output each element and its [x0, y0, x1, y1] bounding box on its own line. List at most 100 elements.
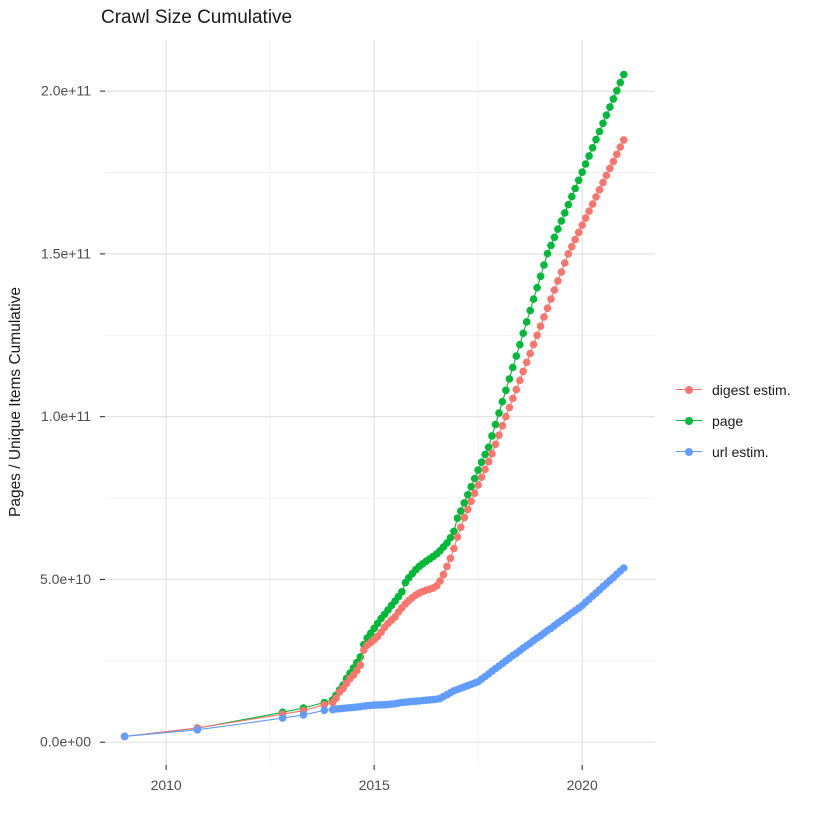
data-point-digest-estim-: [588, 200, 597, 208]
data-point-digest-estim-: [436, 577, 444, 585]
data-point-digest-estim-: [519, 367, 527, 376]
data-point-digest-estim-: [574, 228, 583, 237]
data-point-digest-estim-: [491, 440, 500, 449]
data-point-digest-estim-: [477, 473, 486, 482]
data-point-digest-estim-: [585, 207, 593, 215]
data-point-digest-estim-: [540, 313, 548, 321]
data-point-page: [536, 272, 545, 281]
data-point-page: [620, 70, 628, 79]
data-point-digest-estim-: [557, 268, 566, 276]
data-point-page: [453, 514, 462, 522]
data-point-digest-estim-: [457, 523, 465, 532]
x-tick-label: 2015: [359, 777, 390, 793]
data-point-page: [581, 160, 590, 168]
data-point-page: [519, 329, 527, 338]
data-point-page: [554, 225, 562, 233]
legend-key-digest-point-icon: [676, 383, 702, 397]
data-point-digest-estim-: [509, 394, 517, 403]
data-point-page: [505, 375, 514, 383]
data-point-digest-estim-: [536, 322, 545, 331]
data-point-digest-estim-: [460, 513, 469, 522]
data-point-digest-estim-: [547, 295, 555, 303]
data-point-digest-estim-: [470, 489, 479, 498]
data-point-page: [540, 261, 548, 269]
data-point-page: [481, 450, 489, 459]
data-point-url-estim-: [120, 732, 129, 741]
legend-item-url-estim: url estim.: [676, 436, 791, 467]
data-point-page: [498, 397, 507, 406]
data-point-page: [616, 78, 625, 87]
data-point-digest-estim-: [495, 431, 503, 440]
data-point-digest-estim-: [620, 136, 628, 144]
data-point-page: [398, 588, 406, 596]
data-point-digest-estim-: [595, 186, 604, 194]
data-point-url-estim-: [299, 711, 308, 719]
data-point-digest-estim-: [564, 250, 573, 258]
data-point-digest-estim-: [512, 385, 521, 394]
y-tick-label: 5.0e+10: [40, 571, 91, 587]
data-point-url-estim-: [620, 564, 628, 572]
data-point-page: [488, 432, 496, 440]
data-point-page: [609, 95, 618, 103]
data-point-page: [543, 249, 552, 258]
data-point-digest-estim-: [453, 533, 462, 541]
data-point-page: [533, 283, 541, 292]
chart-title: Crawl Size Cumulative: [101, 7, 293, 28]
data-point-page: [599, 119, 607, 128]
data-point-page: [571, 184, 579, 193]
data-point-digest-estim-: [498, 422, 507, 430]
data-point-page: [561, 209, 569, 217]
data-point-page: [516, 340, 524, 349]
data-point-digest-estim-: [561, 259, 569, 267]
data-point-page: [450, 527, 458, 536]
data-point-page: [568, 192, 576, 201]
data-point-page: [564, 200, 573, 209]
data-point-digest-estim-: [439, 570, 448, 579]
data-point-digest-estim-: [613, 150, 621, 159]
data-point-page: [491, 420, 500, 429]
data-point-page: [509, 363, 517, 372]
data-point-page: [467, 482, 476, 491]
data-point-page: [474, 466, 483, 474]
data-point-digest-estim-: [599, 178, 607, 187]
data-point-digest-estim-: [320, 701, 329, 709]
data-point-digest-estim-: [488, 450, 496, 458]
data-point-page: [585, 152, 593, 160]
data-point-page: [470, 474, 479, 483]
data-point-page: [595, 127, 604, 136]
data-point-page: [592, 135, 600, 144]
data-point-page: [512, 352, 521, 360]
data-point-page: [557, 217, 566, 225]
data-point-digest-estim-: [568, 242, 576, 251]
data-point-digest-estim-: [571, 235, 579, 244]
data-point-digest-estim-: [516, 376, 524, 385]
data-point-page: [460, 499, 469, 507]
data-point-digest-estim-: [356, 661, 365, 669]
data-point-digest-estim-: [446, 554, 455, 563]
y-tick-label: 0.0e+00: [40, 734, 91, 750]
data-point-url-estim-: [193, 726, 202, 734]
data-point-digest-estim-: [529, 340, 538, 349]
legend-item-page: page: [676, 405, 791, 436]
y-tick-label: 1.5e+11: [41, 245, 91, 261]
legend-label-digest: digest estim.: [712, 381, 791, 398]
y-tick-label: 2.0e+11: [41, 83, 91, 99]
data-point-page: [550, 233, 559, 242]
data-point-digest-estim-: [543, 304, 552, 313]
data-point-page: [606, 103, 614, 111]
data-point-page: [495, 409, 503, 417]
data-point-digest-estim-: [526, 349, 534, 358]
data-point-digest-estim-: [609, 157, 618, 166]
legend-label-url: url estim.: [712, 443, 769, 460]
data-point-page: [529, 295, 538, 303]
data-point-digest-estim-: [443, 562, 451, 571]
data-point-page: [522, 318, 531, 326]
data-point-digest-estim-: [616, 143, 625, 151]
data-point-digest-estim-: [481, 465, 489, 474]
data-point-page: [446, 534, 455, 542]
data-point-digest-estim-: [533, 331, 541, 340]
data-point-digest-estim-: [606, 164, 614, 173]
x-tick-label: 2020: [567, 777, 598, 793]
